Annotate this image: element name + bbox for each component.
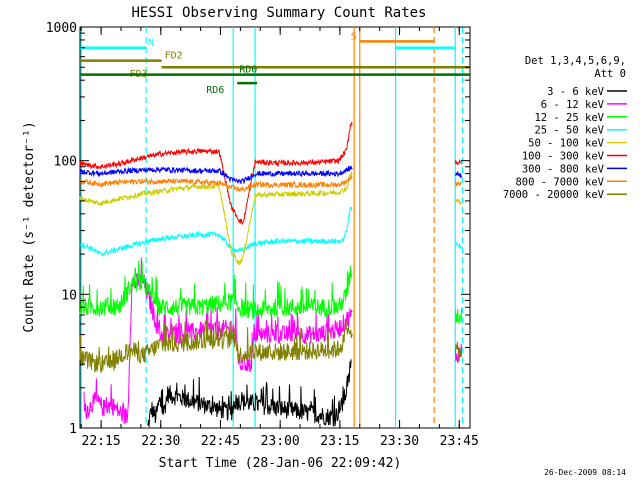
y-tick-label: 100 (54, 155, 77, 170)
series-line (79, 174, 462, 193)
event-marker-label: RD0 (239, 65, 257, 76)
series-line (147, 359, 352, 428)
event-marker-label: FD2 (165, 51, 183, 62)
y-tick-label: 1 (69, 422, 77, 437)
x-tick-label: 23:45 (440, 434, 479, 449)
legend-entry-label: 25 - 50 keV (534, 125, 604, 137)
timestamp: 26-Dec-2009 08:14 (544, 468, 626, 477)
x-tick-label: 23:00 (261, 434, 300, 449)
legend-header-line2: Att 0 (594, 68, 626, 80)
event-marker-label: N (148, 38, 154, 49)
legend-entry-label: 6 - 12 keV (541, 99, 605, 111)
series-line (79, 316, 463, 373)
legend-entry-label: 50 - 100 keV (528, 138, 605, 150)
legend-entry-label: 800 - 7000 keV (515, 176, 604, 188)
plot-frame (79, 26, 471, 429)
event-lines (80, 27, 464, 428)
x-tick-label: 23:30 (380, 434, 419, 449)
y-tick-label: 1000 (46, 21, 77, 36)
series-line (79, 260, 463, 324)
series-line (79, 206, 462, 258)
series-layer (79, 121, 463, 428)
event-marker-label: S (351, 31, 357, 42)
x-tick-label: 22:15 (82, 434, 121, 449)
legend-entry-label: 3 - 6 keV (547, 86, 605, 98)
x-tick-label: 22:45 (201, 434, 240, 449)
x-tick-label: 23:15 (320, 434, 359, 449)
x-axis-label: Start Time (28-Jan-06 22:09:42) (159, 456, 402, 471)
axis-ticks: 1 10 100 1000 22:15 22:30 22:45 23:00 23:15 23:30… (46, 21, 479, 449)
chart-title: HESSI Observing Summary Count Rates (131, 5, 426, 21)
legend-header-line1: Det 1,3,4,5,6,9, (525, 55, 626, 67)
event-marker-label: RD6 (206, 85, 224, 96)
x-tick-label: 22:30 (141, 434, 180, 449)
series-line (79, 165, 463, 184)
legend-entry-label: 7000 - 20000 keV (503, 189, 605, 201)
legend-entry-label: 100 - 300 keV (522, 151, 605, 163)
legend-entry-label: 300 - 800 keV (522, 163, 605, 175)
legend-entry-label: 12 - 25 keV (534, 112, 604, 124)
series-line (79, 170, 462, 266)
series-line (79, 121, 463, 225)
y-axis-label: Count Rate (s⁻¹ detector⁻¹) (22, 121, 37, 332)
y-tick-label: 10 (61, 288, 77, 303)
